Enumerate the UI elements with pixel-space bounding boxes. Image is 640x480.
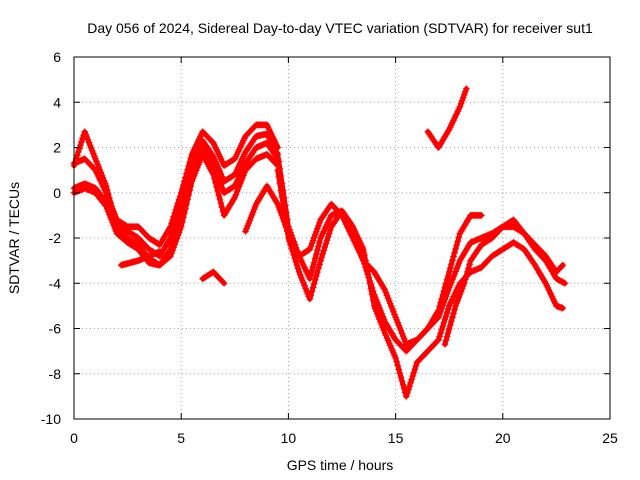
y-tick-label: -8 [49,366,62,382]
series-band [275,151,566,354]
y-axis-label: SDTVAR / TECUs [6,182,22,294]
ticks-group: -10 -8 -6 -4 -2 0 2 4 6 0 5 10 15 20 25 [41,49,618,446]
series-track-11 [441,216,569,348]
series-track-10 [424,85,470,151]
x-tick-label: 25 [602,430,618,446]
series-markers [199,268,228,287]
y-tick-label: -6 [49,321,62,337]
x-tick-label: 15 [388,430,404,446]
x-tick-label: 0 [70,430,78,446]
series-markers [117,248,164,269]
grid-lines [74,57,610,419]
series-group [70,85,569,400]
x-tick-label: 10 [281,430,297,446]
y-tick-label: 4 [53,94,61,110]
y-tick-label: -2 [49,230,62,246]
chart-title: Day 056 of 2024, Sidereal Day-to-day VTE… [87,20,593,36]
y-tick-label: -10 [41,411,61,427]
y-tick-label: 2 [53,140,61,156]
x-axis-label: GPS time / hours [287,457,394,473]
series-markers [424,85,470,151]
series-markers [441,216,569,348]
x-tick-label: 5 [177,430,185,446]
series-track-8 [274,150,567,355]
series-track-5 [117,248,164,269]
y-tick-label: 0 [53,185,61,201]
y-tick-label: -4 [49,275,62,291]
series-track-6 [199,268,228,287]
y-tick-label: 6 [53,49,61,65]
x-tick-label: 20 [495,430,511,446]
plot-frame [73,56,611,420]
